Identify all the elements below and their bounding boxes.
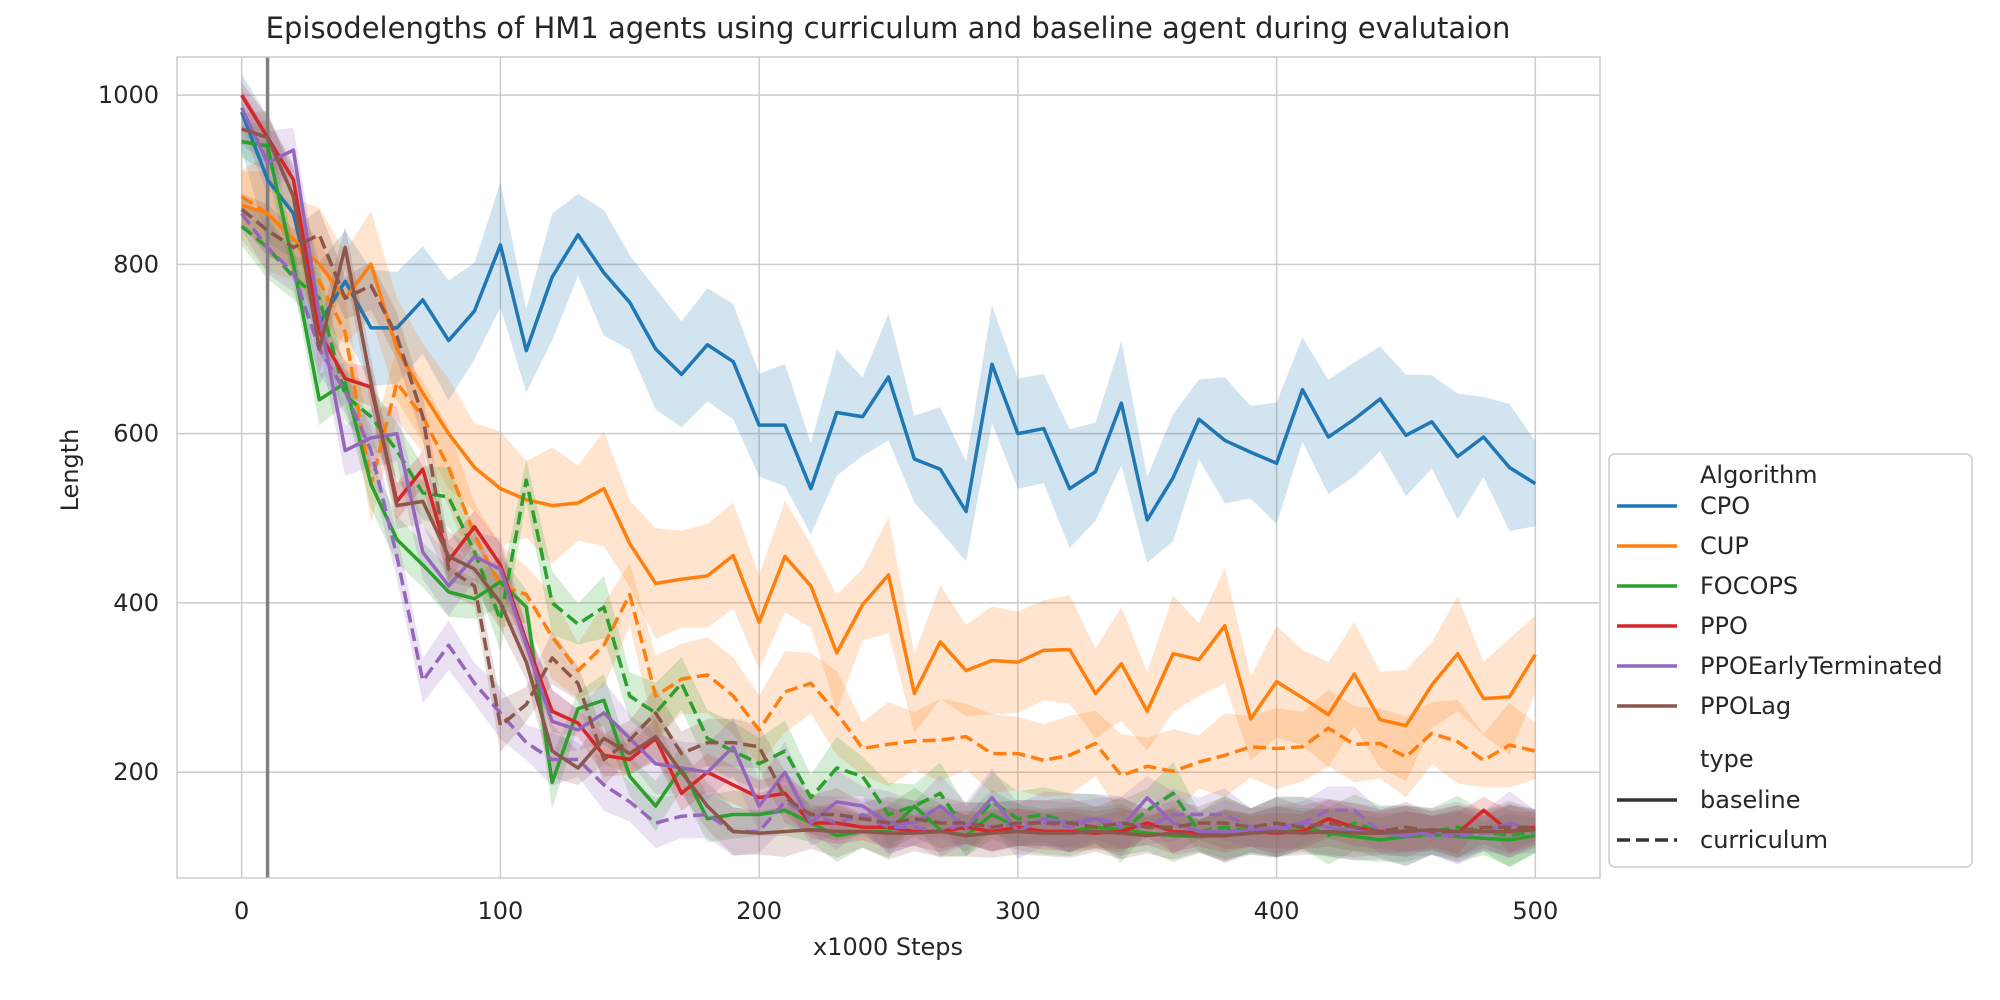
- chart-title: Episodelengths of HM1 agents using curri…: [266, 11, 1511, 45]
- legend-algorithm-entries: CPO CUP FOCOPS PPO PPOEarlyTerminated PPOLag: [1617, 492, 1943, 720]
- series-line-PPOLag-baseline: [241, 127, 1536, 838]
- legend: Algorithm CPO CUP FOCOPS PPO PPOEarlyTermina…: [1608, 453, 1973, 868]
- band-CPO-baseline: [241, 73, 1536, 563]
- legend-label-curriculum: curriculum: [1700, 826, 1828, 854]
- legend-label-baseline: baseline: [1700, 786, 1801, 814]
- series-line-CUP-baseline: [241, 203, 1537, 728]
- legend-label-PPOLag: PPOLag: [1700, 692, 1791, 720]
- series-line-CPO-baseline: [240, 111, 1537, 522]
- y-tick-label: 600: [113, 420, 159, 448]
- series-line-PPOEarlyTerminated-curriculum: [240, 212, 1536, 838]
- tick-labels: 0 100 200 300 400 500 200 400 600 800 1000: [98, 81, 1558, 925]
- series-line-CUP-curriculum: [240, 195, 1536, 778]
- x-tick-label: 500: [1512, 897, 1558, 925]
- legend-label-PPOEarlyTerminated: PPOEarlyTerminated: [1700, 652, 1943, 680]
- legend-algorithm-title: Algorithm: [1700, 461, 1818, 489]
- series-lines: [240, 94, 1537, 842]
- x-tick-label: 100: [478, 897, 524, 925]
- x-tick-label: 200: [736, 897, 782, 925]
- band-PPOLag-curriculum: [241, 193, 1536, 858]
- x-tick-label: 400: [1254, 897, 1300, 925]
- legend-type-title: type: [1700, 745, 1754, 773]
- y-tick-label: 400: [113, 589, 159, 617]
- legend-label-PPO: PPO: [1700, 612, 1748, 640]
- plot-area: [177, 57, 1600, 878]
- y-tick-label: 1000: [98, 81, 159, 109]
- y-tick-label: 200: [113, 758, 159, 786]
- y-tick-label: 800: [113, 250, 159, 278]
- legend-box: [1608, 453, 1973, 868]
- legend-type-entries: baseline curriculum: [1617, 786, 1828, 854]
- x-tick-label: 300: [995, 897, 1041, 925]
- legend-label-CPO: CPO: [1700, 492, 1750, 520]
- x-tick-label: 0: [234, 897, 249, 925]
- plot-frame: [176, 56, 1601, 879]
- series-line-PPOLag-curriculum: [240, 207, 1536, 834]
- y-axis-label: Length: [56, 429, 84, 512]
- legend-label-FOCOPS: FOCOPS: [1700, 572, 1798, 600]
- grid: [177, 57, 1600, 878]
- x-axis-label: x1000 Steps: [813, 933, 963, 961]
- legend-label-CUP: CUP: [1700, 532, 1749, 560]
- band-CUP-baseline: [241, 155, 1536, 782]
